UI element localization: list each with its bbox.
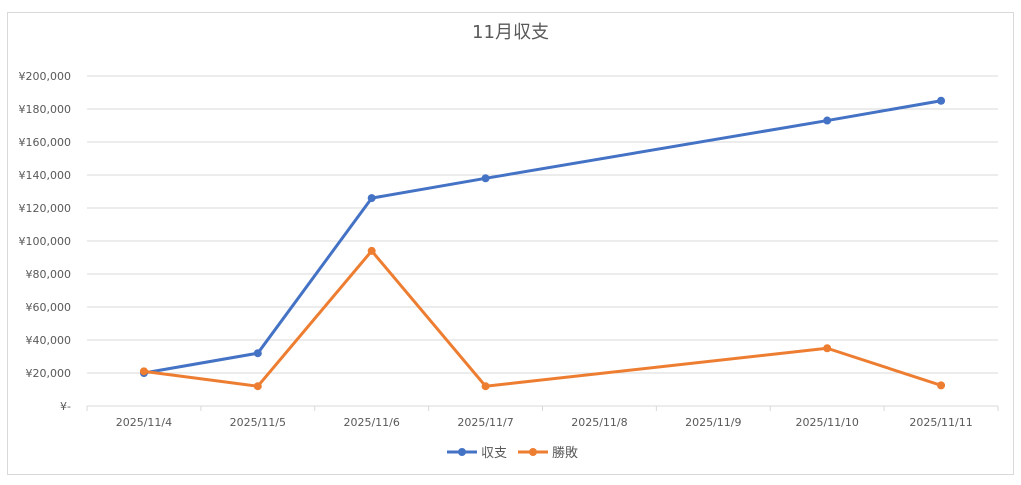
x-axis (86, 405, 999, 411)
y-tick-label: ¥100,000 (19, 235, 72, 248)
legend-label: 勝敗 (552, 446, 578, 461)
y-tick-label: ¥180,000 (19, 103, 72, 116)
x-tick-label: 2025/11/10 (795, 416, 858, 429)
data-point (937, 381, 946, 390)
y-tick-label: ¥200,000 (19, 70, 72, 83)
x-tick-label: 2025/11/11 (909, 416, 972, 429)
x-tick-label: 2025/11/4 (116, 416, 172, 429)
y-tick-label: ¥160,000 (19, 136, 72, 149)
x-axis-ticks: 2025/11/4 2025/11/5 2025/11/6 2025/11/7 2025… (116, 416, 973, 429)
data-point (823, 344, 832, 353)
series-line-1 (142, 99, 943, 375)
legend-marker (529, 448, 537, 456)
y-tick-label: ¥80,000 (26, 268, 72, 281)
y-tick-label: ¥60,000 (26, 301, 72, 314)
legend-marker (458, 448, 466, 456)
legend-label: 収支 (481, 446, 507, 461)
x-tick-label: 2025/11/7 (457, 416, 513, 429)
chart-title: 11月収支 (472, 22, 549, 43)
data-point (367, 246, 376, 255)
x-tick-label: 2025/11/8 (571, 416, 627, 429)
y-tick-label: ¥120,000 (19, 202, 72, 215)
series-line-2 (142, 249, 943, 388)
y-tick-label: ¥- (60, 400, 71, 413)
data-point (253, 349, 262, 358)
data-point (481, 174, 490, 183)
data-point (253, 382, 262, 391)
legend: 収支 勝敗 (447, 446, 578, 461)
y-tick-label: ¥140,000 (19, 169, 72, 182)
y-tick-label: ¥40,000 (26, 334, 72, 347)
series-lines (139, 96, 946, 391)
data-point (937, 96, 946, 105)
x-tick-label: 2025/11/6 (343, 416, 399, 429)
y-axis-ticks: ¥- ¥20,000 ¥40,000 ¥60,000 ¥80,000 ¥100,000 ¥1… (19, 70, 72, 413)
data-point (367, 194, 376, 203)
data-point (481, 382, 490, 391)
data-point (139, 367, 148, 376)
data-point (823, 116, 832, 125)
chart-frame (7, 12, 1014, 475)
x-tick-label: 2025/11/5 (230, 416, 286, 429)
gridlines (87, 75, 998, 374)
x-tick-label: 2025/11/9 (685, 416, 741, 429)
y-tick-label: ¥20,000 (26, 367, 72, 380)
